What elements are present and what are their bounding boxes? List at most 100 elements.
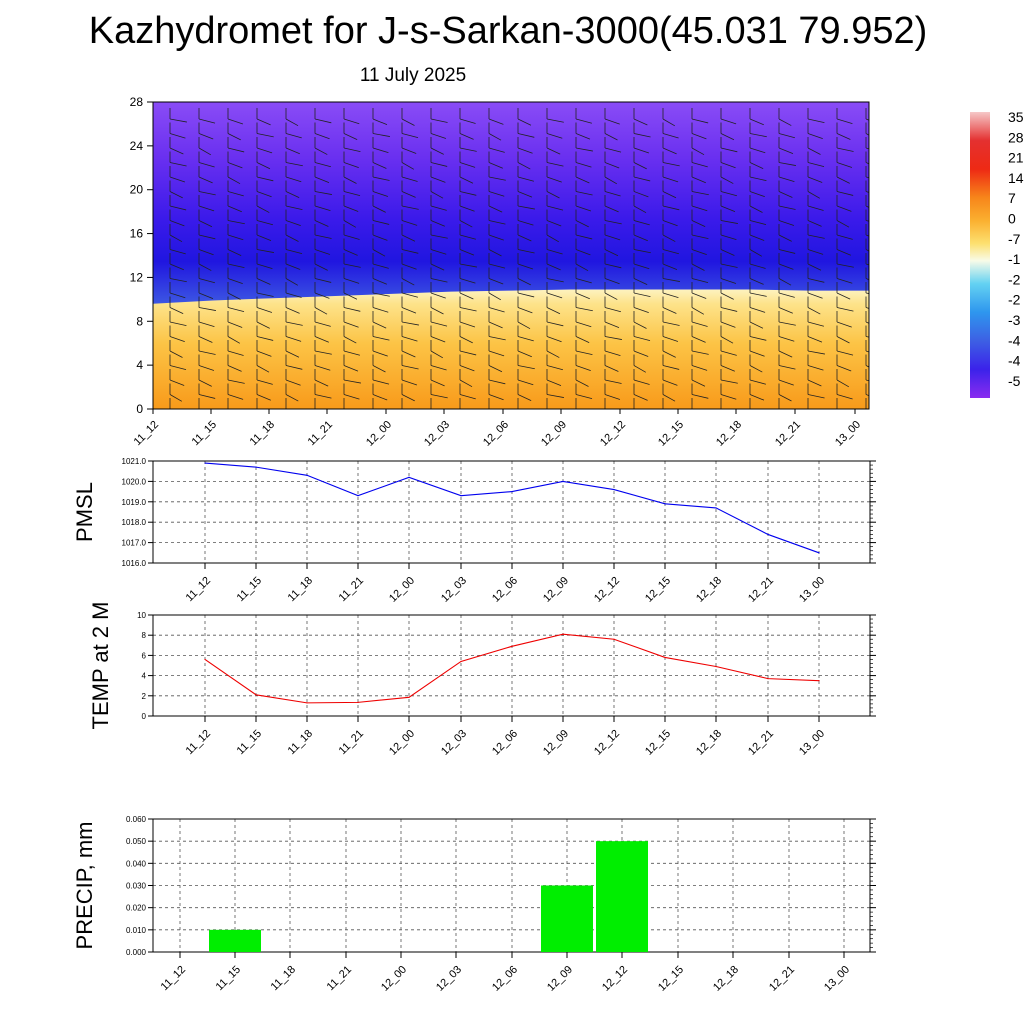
wind-barb [575,180,593,196]
wind-barb [227,122,241,141]
wind-barb [662,267,680,282]
y-tick-label: 1018.0 [122,518,147,527]
wind-barb [720,282,734,300]
heatmap-y-tick-label: 8 [136,314,143,328]
colorbar: 35 28 21 14 7 0 -7 -1 -2 -2 -3 -4 -4 -5 [970,109,1024,398]
wind-barb [749,166,767,182]
wind-barb [343,209,357,228]
wind-barb [227,253,245,269]
wind-barb [430,209,445,227]
y-tick-label: 6 [142,651,147,660]
wind-barb [691,296,705,315]
wind-barb [807,282,823,299]
wind-barb [256,195,270,213]
wind-barb [430,108,448,123]
wind-barb [256,369,273,385]
wind-barb [227,267,243,285]
wind-barb [459,383,476,400]
wind-barb [372,253,389,269]
x-tick-label: 12_09 [541,575,571,605]
wind-barb [459,195,475,212]
wind-barb [807,224,825,239]
wind-barb [198,282,214,300]
wind-barb [807,195,824,211]
wind-barb [575,296,593,312]
heatmap-y-tick-label: 28 [130,95,144,109]
wind-barb [459,325,473,344]
wind-barb [198,209,213,228]
precip-bar [541,885,593,952]
wind-barb [285,195,303,211]
wind-barb [604,369,622,384]
x-tick-label: 12_15 [643,575,673,605]
wind-barb [633,398,637,409]
x-tick-label: 12_21 [746,575,776,605]
wind-barb [575,369,589,387]
wind-barb [169,383,183,402]
wind-barb [836,267,853,284]
wind-barb [517,267,531,286]
wind-barb [691,267,709,283]
wind-barb [720,137,738,153]
wind-barb [691,369,706,387]
x-tick-label: 12_21 [767,964,797,994]
wind-barb [285,267,299,286]
x-tick-label: 12_00 [387,575,417,605]
wind-barb [662,354,680,370]
wind-barb [604,195,619,213]
wind-barb [256,325,274,341]
wind-barb [401,151,415,170]
colorbar-label: -2 [1008,271,1021,287]
wind-barb [691,311,708,327]
wind-barb [517,209,534,226]
wind-barb [372,354,386,373]
x-tick-label: 12_12 [592,575,622,605]
x-tick-label: 12_21 [746,728,776,758]
data-point [664,656,666,659]
wind-barb [807,296,821,315]
wind-barb [836,253,854,268]
wind-barb [633,122,651,138]
wind-barb [459,209,473,228]
wind-barb [633,108,648,126]
wind-barb [662,282,679,299]
y-axis-title: TEMP at 2 M [88,602,113,730]
wind-barb [691,195,708,212]
wind-barb [865,122,869,136]
x-tick-label: 12_18 [694,575,724,605]
wind-barb [285,354,303,370]
heatmap-y-tick-label: 24 [130,139,144,153]
heatmap-x-tick-label: 12_15 [656,419,686,449]
wind-barb [517,224,532,242]
wind-barb [633,238,651,254]
wind-barb [430,224,448,239]
wind-barb [865,224,869,237]
wind-barb [430,325,446,343]
wind-barb [546,383,564,398]
data-point [357,495,359,497]
wind-barb [488,354,503,373]
wind-barb [401,238,419,254]
wind-barb [343,224,360,240]
wind-barb [633,224,648,242]
wind-barb [459,369,473,388]
data-point [306,702,308,704]
wind-barb [227,224,244,241]
wind-barb [662,209,678,227]
wind-barb [314,398,317,409]
wind-barb [256,354,270,373]
x-tick-label: 11_21 [337,575,367,605]
wind-barb [517,354,535,370]
panel-frame [152,460,871,564]
wind-barb [865,398,867,409]
wind-barb [227,166,241,185]
wind-barb [778,224,792,242]
wind-barb [314,122,330,140]
wind-barb [314,253,328,271]
wind-barb [807,398,810,409]
wind-barb [169,151,187,167]
wind-barb [459,180,477,196]
wind-barbs [169,108,869,409]
wind-barb [488,282,502,301]
